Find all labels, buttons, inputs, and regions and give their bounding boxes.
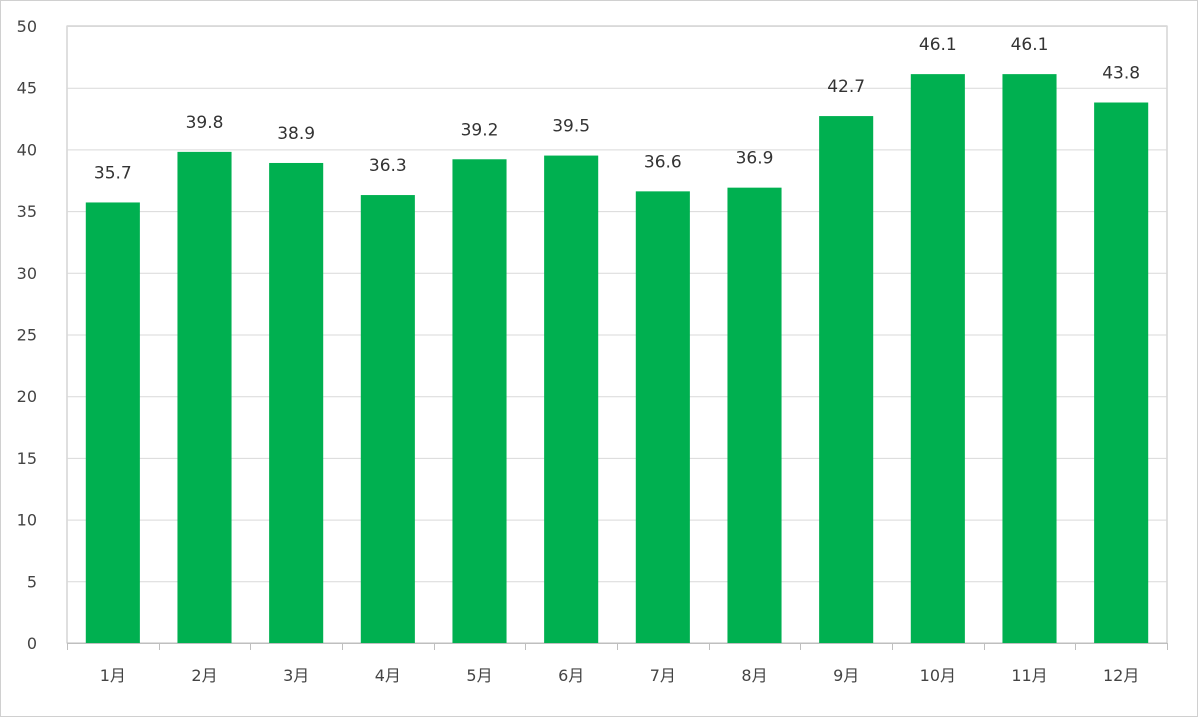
- y-axis-ticks: 0 5 10 15 20 25 30 35 40 45 50: [17, 17, 37, 653]
- y-tick-label: 45: [17, 79, 37, 98]
- data-label: 39.2: [461, 120, 499, 140]
- data-label: 42.7: [827, 77, 865, 97]
- y-tick-label: 0: [27, 634, 37, 653]
- y-tick-label: 35: [17, 202, 37, 221]
- x-tick-label: 3月: [283, 666, 309, 685]
- data-label: 36.6: [644, 152, 682, 172]
- bar: [1094, 102, 1149, 644]
- data-label: 35.7: [94, 163, 132, 183]
- x-tick-label: 8月: [741, 666, 767, 685]
- data-label: 36.3: [369, 156, 407, 176]
- y-tick-label: 20: [17, 387, 37, 406]
- data-label: 38.9: [277, 124, 315, 144]
- data-label: 36.9: [736, 149, 774, 169]
- data-label: 46.1: [919, 35, 957, 55]
- gridlines: [67, 26, 1167, 583]
- bar: [1002, 74, 1057, 644]
- y-tick-label: 15: [17, 449, 37, 468]
- bar: [910, 74, 965, 644]
- bar: [727, 187, 782, 644]
- y-tick-label: 25: [17, 326, 37, 345]
- data-label: 39.8: [186, 113, 224, 133]
- bar: [819, 116, 874, 643]
- bar: [85, 202, 140, 643]
- data-label: 39.5: [552, 117, 590, 137]
- x-tick-label: 10月: [920, 666, 956, 685]
- data-labels: 35.7 39.8 38.9 36.3 39.2 39.5 36.6 36.9 42.7 46.1…: [94, 35, 1140, 183]
- bar: [269, 162, 324, 643]
- bar: [177, 151, 232, 644]
- x-tick-label: 2月: [191, 666, 217, 685]
- x-tick-label: 4月: [375, 666, 401, 685]
- bar: [635, 191, 690, 643]
- y-tick-label: 30: [17, 264, 37, 283]
- x-tick-label: 9月: [833, 666, 859, 685]
- data-label: 43.8: [1102, 64, 1140, 84]
- x-tick-label: 6月: [558, 666, 584, 685]
- y-tick-label: 5: [27, 572, 37, 591]
- x-tick-label: 5月: [466, 666, 492, 685]
- x-tick-label: 7月: [650, 666, 676, 685]
- x-tick-label: 11月: [1011, 666, 1047, 685]
- y-tick-label: 10: [17, 511, 37, 530]
- bars: [85, 74, 1149, 644]
- x-axis: 1月 2月 3月 4月 5月 6月 7月 8月 9月 10月 11月 12月: [67, 643, 1168, 685]
- x-tick-label: 1月: [100, 666, 126, 685]
- bar: [544, 155, 599, 643]
- y-tick-label: 40: [17, 140, 37, 159]
- bar: [360, 195, 415, 644]
- y-tick-label: 50: [17, 17, 37, 36]
- data-label: 46.1: [1011, 35, 1049, 55]
- x-tick-label: 12月: [1103, 666, 1139, 685]
- bar: [452, 159, 507, 643]
